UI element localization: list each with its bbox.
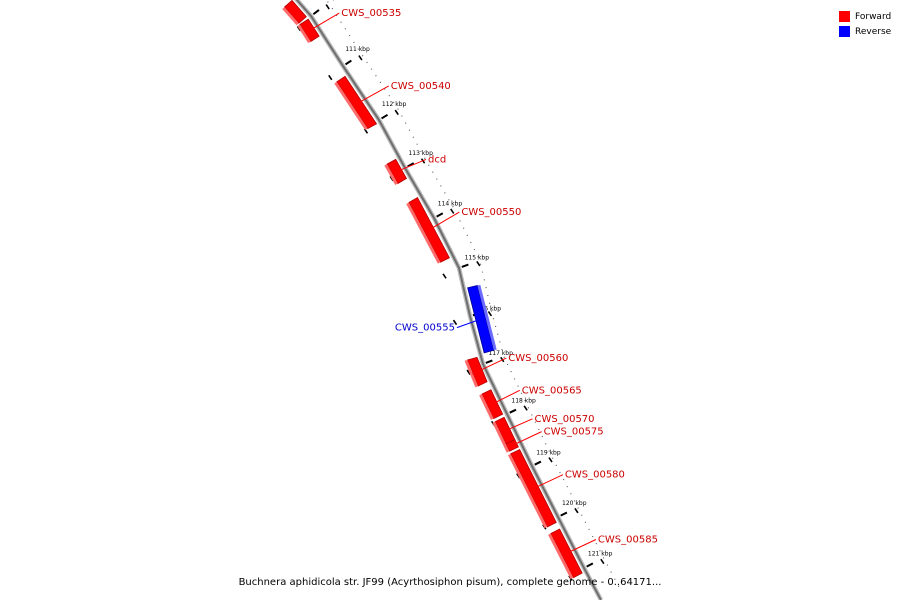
legend: Forward Reverse (839, 9, 891, 39)
tick-label: 121 kbp (588, 551, 613, 558)
tick-label: 116 kbp (477, 306, 502, 313)
forward-swatch-icon (839, 11, 850, 22)
tick-mark-outer (452, 319, 458, 326)
tick-mark (436, 212, 444, 218)
gene-label[interactable]: CWS_00535 (341, 8, 401, 19)
tick-mark (344, 59, 352, 66)
tick-mark-inner (548, 457, 553, 463)
tick-mark (381, 113, 389, 120)
gene-label-leader (472, 357, 507, 375)
tick-label: 115 kbp (465, 254, 490, 261)
tick-mark (485, 359, 493, 364)
tick-mark (586, 562, 594, 568)
gene-label[interactable]: CWS_00555 (395, 323, 455, 334)
gene-label-leader (456, 317, 486, 329)
gene-label[interactable]: CWS_00540 (391, 81, 451, 92)
tick-mark-inner (450, 208, 455, 214)
gene-label-leader (528, 474, 564, 492)
legend-item-forward: Forward (839, 9, 891, 24)
tick-label: 113 kbp (408, 150, 433, 157)
gene-label[interactable]: CWS_00585 (598, 534, 658, 545)
gene-label[interactable]: CWS_00565 (522, 385, 582, 396)
gene-label-leader (352, 85, 390, 107)
gene-label-leader (507, 431, 542, 449)
tick-mark-inner (523, 405, 528, 411)
tick-label: 119 kbp (536, 449, 561, 456)
tick-label: 118 kbp (511, 398, 536, 405)
tick-label: 120 kbp (562, 500, 587, 507)
tick-mark-inner (574, 507, 579, 514)
gene-label-leader (500, 418, 533, 434)
legend-item-reverse: Reverse (839, 24, 891, 39)
tick-label: 117 kbp (488, 350, 513, 357)
tick-mark (461, 263, 469, 268)
tick-label: 110 kbp (312, 0, 337, 1)
gene-label[interactable]: dcd (428, 154, 446, 165)
gene-label[interactable]: CWS_00570 (535, 414, 595, 425)
tick-mark (509, 408, 517, 414)
tick-mark (407, 162, 415, 168)
tick-label: 111 kbp (345, 46, 370, 53)
sequence-caption: Buchnera aphidicola str. JF99 (Acyrthosi… (238, 577, 662, 588)
reverse-swatch-icon (839, 26, 850, 37)
tick-label: 112 kbp (382, 101, 407, 108)
tick-mark-inner (600, 558, 605, 565)
gene-label-leader (487, 389, 521, 407)
gene-label[interactable]: CWS_00575 (544, 427, 604, 438)
gene-unlabeled-0[interactable] (282, 0, 307, 26)
tick-mark-inner (476, 261, 481, 267)
gene-label-leader (305, 12, 340, 34)
tick-mark (312, 9, 320, 15)
gene-label[interactable]: CWS_00550 (461, 207, 521, 218)
tick-mark (560, 511, 568, 517)
tick-mark (534, 460, 542, 466)
gene-label-leader (561, 539, 597, 556)
tick-label: 114 kbp (438, 200, 463, 207)
tick-mark-inner (487, 310, 493, 317)
tick-mark-inner (325, 4, 330, 10)
legend-label-reverse: Reverse (855, 26, 892, 37)
tick-mark-outer (466, 369, 471, 375)
tick-mark-inner (394, 109, 399, 116)
tick-mark-outer (442, 273, 447, 279)
tick-mark-inner (358, 55, 363, 61)
gene-label-leader (391, 159, 427, 174)
tick-mark-outer (328, 74, 333, 81)
gene-label[interactable]: CWS_00580 (565, 470, 625, 481)
gene-label-leader (425, 211, 460, 233)
sequence-backbone (295, 0, 602, 600)
gene-label[interactable]: CWS_00560 (508, 353, 568, 364)
legend-label-forward: Forward (855, 11, 892, 22)
gene-CWS_00540-2[interactable] (334, 75, 378, 131)
